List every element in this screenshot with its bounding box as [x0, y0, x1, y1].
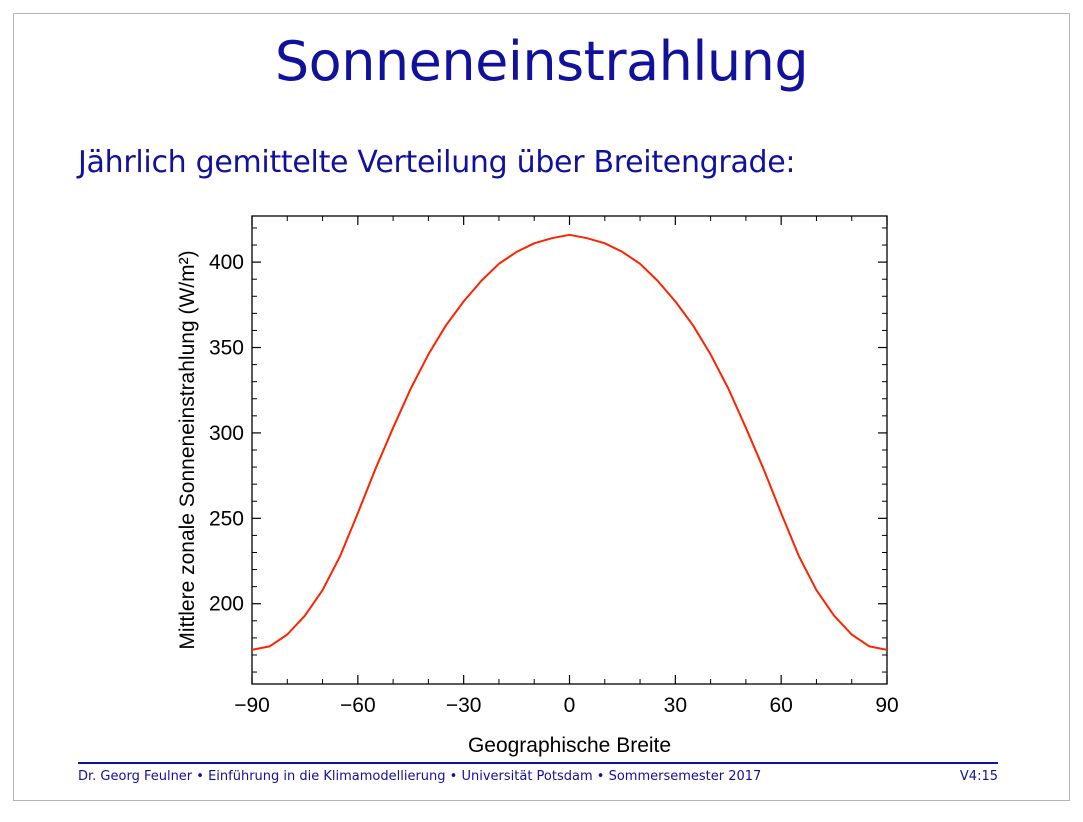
- y-axis-label: Mittlere zonale Sonneneinstrahlung (W/m²…: [176, 250, 199, 649]
- slide-frame: [13, 13, 1070, 801]
- x-tick-label: −60: [340, 694, 376, 717]
- x-tick-label: −30: [446, 694, 482, 717]
- slide-number: V4:15: [959, 769, 998, 784]
- x-tick-label: 30: [664, 694, 687, 717]
- footer-rule: [78, 762, 998, 764]
- x-axis-label: Geographische Breite: [468, 734, 671, 757]
- slide-subtitle: Jährlich gemittelte Verteilung über Brei…: [78, 145, 796, 180]
- irradiance-line: [251, 233, 888, 651]
- slide-title: Sonneneinstrahlung: [274, 30, 809, 93]
- footer-credits: Dr. Georg Feulner • Einführung in die Kl…: [78, 769, 762, 784]
- y-tick-label: 300: [209, 422, 244, 445]
- plot-frame: [251, 215, 888, 685]
- y-tick-label: 250: [209, 507, 244, 530]
- y-tick-label: 200: [209, 593, 244, 616]
- x-tick-label: 0: [564, 694, 576, 717]
- y-tick-label: 400: [209, 251, 244, 274]
- x-tick-label: −90: [234, 694, 270, 717]
- x-tick-label: 60: [769, 694, 792, 717]
- y-tick-label: 350: [209, 337, 244, 360]
- x-tick-label: 90: [875, 694, 898, 717]
